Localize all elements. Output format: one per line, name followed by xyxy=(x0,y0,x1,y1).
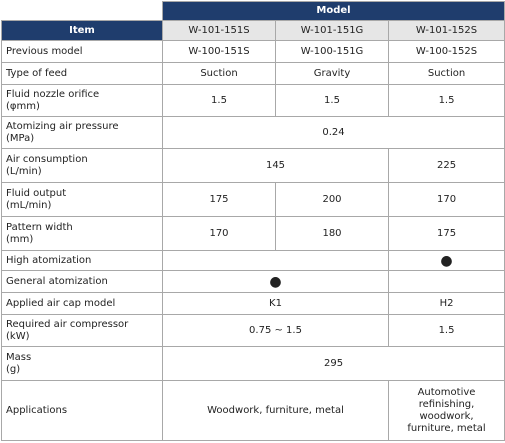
spec-value: 170 xyxy=(162,216,276,251)
spec-row: Air consumption (L/min) 145 225 xyxy=(1,148,505,183)
spec-value: 225 xyxy=(387,148,505,183)
spec-value: 1.5 xyxy=(162,84,276,117)
spec-value: 1.5 xyxy=(275,84,389,117)
spec-value: 175 xyxy=(387,216,505,251)
spec-value: W-100-152S xyxy=(387,40,505,63)
spec-row: Required air compressor (kW) 0.75 ~ 1.5 1.… xyxy=(1,314,505,347)
group-header: Model xyxy=(161,1,505,21)
row-label: Required air compressor (kW) xyxy=(1,314,163,347)
empty-cell xyxy=(387,270,505,293)
model-name: W-101-151S xyxy=(162,20,276,41)
row-label: Pattern width (mm) xyxy=(1,216,163,251)
spec-row: Previous model W-100-151S W-100-151G W-100-… xyxy=(1,40,505,63)
spec-value: 175 xyxy=(162,182,276,217)
spec-value: 1.5 xyxy=(387,84,505,117)
spec-value: ● xyxy=(387,250,505,271)
item-header: Item xyxy=(1,20,163,41)
model-name: W-101-152S xyxy=(387,20,505,41)
spec-value: Suction xyxy=(162,62,276,85)
spec-value: Automotive refinishing, woodwork, furnit… xyxy=(387,380,505,441)
row-label: Fluid nozzle orifice (φmm) xyxy=(1,84,163,117)
spec-value: 295 xyxy=(161,346,505,381)
spec-row: Atomizing air pressure (MPa) 0.24 xyxy=(1,116,505,149)
spec-row: General atomization ● xyxy=(1,270,505,293)
spec-row: Mass (g) 295 xyxy=(1,346,505,381)
spec-row: Fluid nozzle orifice (φmm) 1.5 1.5 1.5 xyxy=(1,84,505,117)
spec-value: 1.5 xyxy=(387,314,505,347)
spec-value: 170 xyxy=(387,182,505,217)
row-label: Air consumption (L/min) xyxy=(1,148,163,183)
row-label: General atomization xyxy=(1,270,163,293)
spec-value: W-100-151S xyxy=(162,40,276,63)
row-label: Applications xyxy=(1,380,163,441)
spec-row: Applied air cap model K1 H2 xyxy=(1,292,505,315)
spec-value: 145 xyxy=(162,148,389,183)
model-name: W-101-151G xyxy=(275,20,389,41)
spec-row: Fluid output (mL/min) 175 200 170 xyxy=(1,182,505,217)
blank-cell xyxy=(2,2,163,21)
spec-value: 180 xyxy=(275,216,389,251)
spec-value: 200 xyxy=(275,182,389,217)
row-label: Applied air cap model xyxy=(1,292,163,315)
row-label: Mass (g) xyxy=(1,346,163,381)
spec-value: Woodwork, furniture, metal xyxy=(162,380,389,441)
spec-value: 0.24 xyxy=(161,116,505,149)
spec-row: Applications Woodwork, furniture, metal Au… xyxy=(1,380,505,441)
row-label: High atomization xyxy=(1,250,163,271)
spec-row: Pattern width (mm) 170 180 175 xyxy=(1,216,505,251)
spec-value: Suction xyxy=(387,62,505,85)
spec-value: K1 xyxy=(162,292,389,315)
spec-value: H2 xyxy=(387,292,505,315)
row-label: Type of feed xyxy=(1,62,163,85)
row-label: Atomizing air pressure (MPa) xyxy=(1,116,163,149)
spec-row: High atomization ● xyxy=(1,250,505,271)
row-label: Fluid output (mL/min) xyxy=(1,182,163,217)
spec-value: ● xyxy=(162,270,389,293)
empty-cell xyxy=(162,250,389,271)
header-row: Model xyxy=(2,1,505,21)
spec-value: 0.75 ~ 1.5 xyxy=(162,314,389,347)
row-label: Previous model xyxy=(1,40,163,63)
spec-value: Gravity xyxy=(275,62,389,85)
spec-value: W-100-151G xyxy=(275,40,389,63)
model-row: Item W-101-151S W-101-151G W-101-152S xyxy=(1,20,505,41)
spec-row: Type of feed Suction Gravity Suction xyxy=(1,62,505,85)
